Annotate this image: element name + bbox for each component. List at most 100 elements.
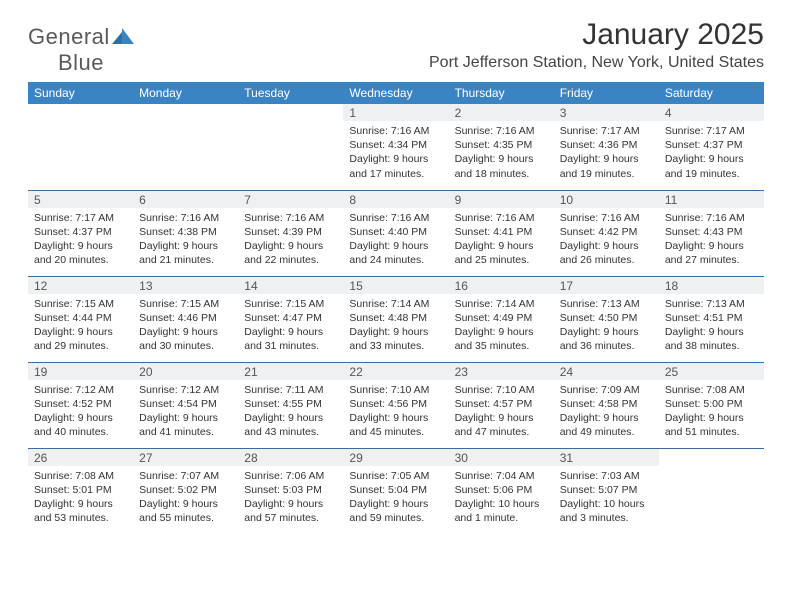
calendar-cell: 9Sunrise: 7:16 AMSunset: 4:41 PMDaylight… xyxy=(449,190,554,276)
day-info: Sunrise: 7:16 AMSunset: 4:42 PMDaylight:… xyxy=(554,208,659,272)
day-number: 29 xyxy=(343,449,448,466)
day-number: 22 xyxy=(343,363,448,380)
calendar-week-row: 19Sunrise: 7:12 AMSunset: 4:52 PMDayligh… xyxy=(28,362,764,448)
day-number: 16 xyxy=(449,277,554,294)
day-info: Sunrise: 7:15 AMSunset: 4:47 PMDaylight:… xyxy=(238,294,343,358)
calendar-cell: 17Sunrise: 7:13 AMSunset: 4:50 PMDayligh… xyxy=(554,276,659,362)
day-info: Sunrise: 7:08 AMSunset: 5:00 PMDaylight:… xyxy=(659,380,764,444)
day-info: Sunrise: 7:12 AMSunset: 4:52 PMDaylight:… xyxy=(28,380,133,444)
calendar-cell: 19Sunrise: 7:12 AMSunset: 4:52 PMDayligh… xyxy=(28,362,133,448)
day-header-saturday: Saturday xyxy=(659,82,764,104)
day-number: 6 xyxy=(133,191,238,208)
day-info: Sunrise: 7:16 AMSunset: 4:35 PMDaylight:… xyxy=(449,121,554,185)
day-info: Sunrise: 7:04 AMSunset: 5:06 PMDaylight:… xyxy=(449,466,554,530)
day-info: Sunrise: 7:17 AMSunset: 4:37 PMDaylight:… xyxy=(659,121,764,185)
brand-name: GeneralBlue xyxy=(28,24,138,76)
day-info: Sunrise: 7:12 AMSunset: 4:54 PMDaylight:… xyxy=(133,380,238,444)
day-header-friday: Friday xyxy=(554,82,659,104)
calendar-table: Sunday Monday Tuesday Wednesday Thursday… xyxy=(28,82,764,534)
calendar-cell: 10Sunrise: 7:16 AMSunset: 4:42 PMDayligh… xyxy=(554,190,659,276)
calendar-cell: 23Sunrise: 7:10 AMSunset: 4:57 PMDayligh… xyxy=(449,362,554,448)
title-block: January 2025 Port Jefferson Station, New… xyxy=(429,18,764,72)
day-info: Sunrise: 7:14 AMSunset: 4:49 PMDaylight:… xyxy=(449,294,554,358)
day-number: 26 xyxy=(28,449,133,466)
day-number: 11 xyxy=(659,191,764,208)
day-number: 2 xyxy=(449,104,554,121)
calendar-cell: 24Sunrise: 7:09 AMSunset: 4:58 PMDayligh… xyxy=(554,362,659,448)
calendar-cell: 2Sunrise: 7:16 AMSunset: 4:35 PMDaylight… xyxy=(449,104,554,190)
calendar-cell: 14Sunrise: 7:15 AMSunset: 4:47 PMDayligh… xyxy=(238,276,343,362)
calendar-cell: 20Sunrise: 7:12 AMSunset: 4:54 PMDayligh… xyxy=(133,362,238,448)
day-number: 30 xyxy=(449,449,554,466)
day-info: Sunrise: 7:03 AMSunset: 5:07 PMDaylight:… xyxy=(554,466,659,530)
day-number: 3 xyxy=(554,104,659,121)
day-info: Sunrise: 7:13 AMSunset: 4:51 PMDaylight:… xyxy=(659,294,764,358)
day-number: 9 xyxy=(449,191,554,208)
brand-mark-icon xyxy=(112,24,138,50)
day-number: 17 xyxy=(554,277,659,294)
day-header-monday: Monday xyxy=(133,82,238,104)
day-info: Sunrise: 7:15 AMSunset: 4:46 PMDaylight:… xyxy=(133,294,238,358)
calendar-cell: 7Sunrise: 7:16 AMSunset: 4:39 PMDaylight… xyxy=(238,190,343,276)
brand-name-part2: Blue xyxy=(58,50,104,75)
calendar-cell: 8Sunrise: 7:16 AMSunset: 4:40 PMDaylight… xyxy=(343,190,448,276)
day-header-wednesday: Wednesday xyxy=(343,82,448,104)
calendar-cell: 13Sunrise: 7:15 AMSunset: 4:46 PMDayligh… xyxy=(133,276,238,362)
calendar-cell: 1Sunrise: 7:16 AMSunset: 4:34 PMDaylight… xyxy=(343,104,448,190)
calendar-cell: 29Sunrise: 7:05 AMSunset: 5:04 PMDayligh… xyxy=(343,448,448,534)
calendar-cell: 27Sunrise: 7:07 AMSunset: 5:02 PMDayligh… xyxy=(133,448,238,534)
day-info: Sunrise: 7:15 AMSunset: 4:44 PMDaylight:… xyxy=(28,294,133,358)
day-number: 20 xyxy=(133,363,238,380)
calendar-week-row: 12Sunrise: 7:15 AMSunset: 4:44 PMDayligh… xyxy=(28,276,764,362)
calendar-cell: 30Sunrise: 7:04 AMSunset: 5:06 PMDayligh… xyxy=(449,448,554,534)
calendar-week-row: 1Sunrise: 7:16 AMSunset: 4:34 PMDaylight… xyxy=(28,104,764,190)
calendar-cell xyxy=(133,104,238,190)
day-info: Sunrise: 7:16 AMSunset: 4:43 PMDaylight:… xyxy=(659,208,764,272)
day-number: 10 xyxy=(554,191,659,208)
day-number: 15 xyxy=(343,277,448,294)
calendar-cell: 25Sunrise: 7:08 AMSunset: 5:00 PMDayligh… xyxy=(659,362,764,448)
day-number: 1 xyxy=(343,104,448,121)
day-header-tuesday: Tuesday xyxy=(238,82,343,104)
day-number: 12 xyxy=(28,277,133,294)
day-number: 28 xyxy=(238,449,343,466)
calendar-cell: 11Sunrise: 7:16 AMSunset: 4:43 PMDayligh… xyxy=(659,190,764,276)
day-number: 13 xyxy=(133,277,238,294)
day-number: 21 xyxy=(238,363,343,380)
calendar-week-row: 5Sunrise: 7:17 AMSunset: 4:37 PMDaylight… xyxy=(28,190,764,276)
day-number: 24 xyxy=(554,363,659,380)
calendar-cell: 18Sunrise: 7:13 AMSunset: 4:51 PMDayligh… xyxy=(659,276,764,362)
day-number: 19 xyxy=(28,363,133,380)
day-number: 18 xyxy=(659,277,764,294)
page-header: GeneralBlue January 2025 Port Jefferson … xyxy=(28,18,764,76)
brand-name-part1: General xyxy=(28,24,110,49)
day-info: Sunrise: 7:16 AMSunset: 4:38 PMDaylight:… xyxy=(133,208,238,272)
day-info: Sunrise: 7:16 AMSunset: 4:41 PMDaylight:… xyxy=(449,208,554,272)
day-number: 31 xyxy=(554,449,659,466)
calendar-cell xyxy=(659,448,764,534)
day-info: Sunrise: 7:06 AMSunset: 5:03 PMDaylight:… xyxy=(238,466,343,530)
calendar-cell xyxy=(28,104,133,190)
day-number: 25 xyxy=(659,363,764,380)
day-info: Sunrise: 7:05 AMSunset: 5:04 PMDaylight:… xyxy=(343,466,448,530)
day-info: Sunrise: 7:10 AMSunset: 4:56 PMDaylight:… xyxy=(343,380,448,444)
location-subtitle: Port Jefferson Station, New York, United… xyxy=(429,54,764,72)
day-number: 5 xyxy=(28,191,133,208)
day-number: 8 xyxy=(343,191,448,208)
day-header-sunday: Sunday xyxy=(28,82,133,104)
day-info: Sunrise: 7:16 AMSunset: 4:34 PMDaylight:… xyxy=(343,121,448,185)
calendar-cell: 26Sunrise: 7:08 AMSunset: 5:01 PMDayligh… xyxy=(28,448,133,534)
calendar-cell: 22Sunrise: 7:10 AMSunset: 4:56 PMDayligh… xyxy=(343,362,448,448)
day-header-thursday: Thursday xyxy=(449,82,554,104)
day-number: 23 xyxy=(449,363,554,380)
day-number: 14 xyxy=(238,277,343,294)
calendar-cell: 21Sunrise: 7:11 AMSunset: 4:55 PMDayligh… xyxy=(238,362,343,448)
day-info: Sunrise: 7:07 AMSunset: 5:02 PMDaylight:… xyxy=(133,466,238,530)
calendar-cell: 3Sunrise: 7:17 AMSunset: 4:36 PMDaylight… xyxy=(554,104,659,190)
calendar-cell: 4Sunrise: 7:17 AMSunset: 4:37 PMDaylight… xyxy=(659,104,764,190)
day-info: Sunrise: 7:13 AMSunset: 4:50 PMDaylight:… xyxy=(554,294,659,358)
day-info: Sunrise: 7:16 AMSunset: 4:39 PMDaylight:… xyxy=(238,208,343,272)
calendar-cell: 31Sunrise: 7:03 AMSunset: 5:07 PMDayligh… xyxy=(554,448,659,534)
day-number: 27 xyxy=(133,449,238,466)
calendar-cell xyxy=(238,104,343,190)
